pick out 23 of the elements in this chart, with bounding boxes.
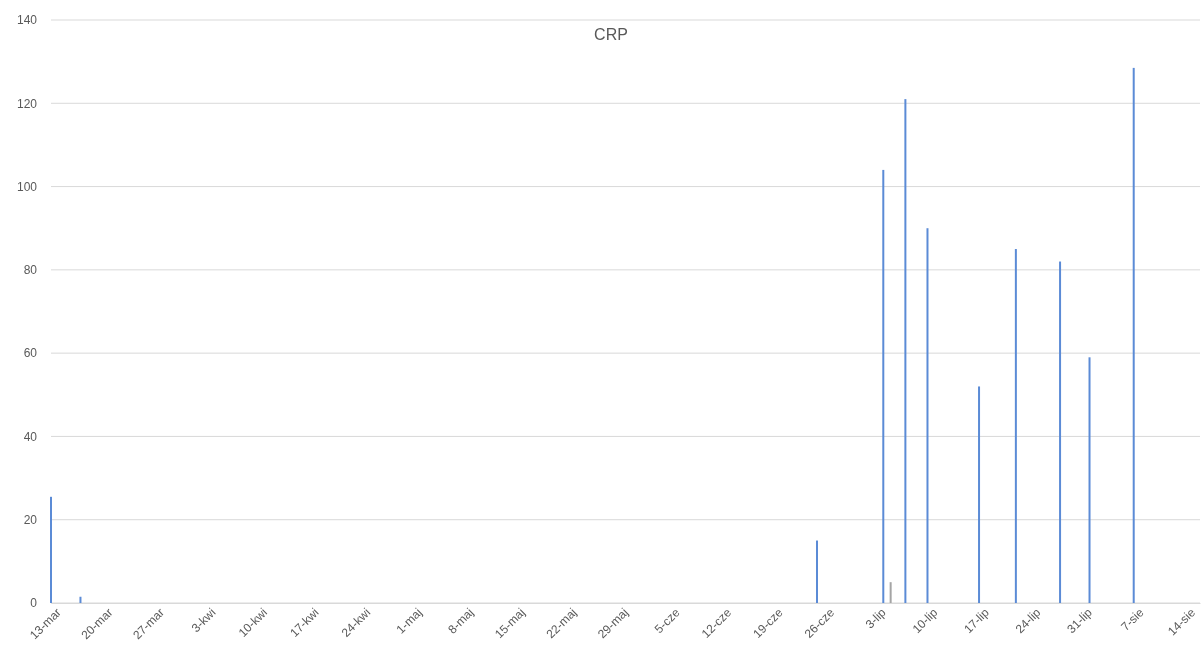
chart-title: CRP	[594, 26, 628, 43]
bar	[1059, 261, 1062, 603]
bar	[50, 496, 52, 603]
bar	[978, 386, 981, 603]
y-tick-label: 140	[16, 13, 38, 28]
y-tick-label: 100	[16, 179, 38, 194]
bar	[1132, 67, 1135, 603]
y-tick-label: 60	[23, 346, 38, 361]
bar	[1088, 357, 1091, 603]
bar	[926, 228, 929, 603]
y-tick-label: 120	[16, 96, 38, 111]
bar	[79, 596, 82, 603]
y-tick-label: 80	[23, 263, 38, 278]
x-tick-label: 7-sie	[1118, 605, 1147, 634]
y-tick-label: 20	[23, 513, 38, 528]
bar	[1014, 249, 1017, 603]
y-tick-label: 0	[30, 596, 38, 611]
bar	[889, 582, 892, 603]
y-tick-label: 40	[23, 429, 38, 444]
bar	[882, 169, 885, 603]
x-tick-label: 3-lip	[862, 605, 889, 632]
bar	[816, 540, 818, 603]
bar	[904, 99, 907, 603]
